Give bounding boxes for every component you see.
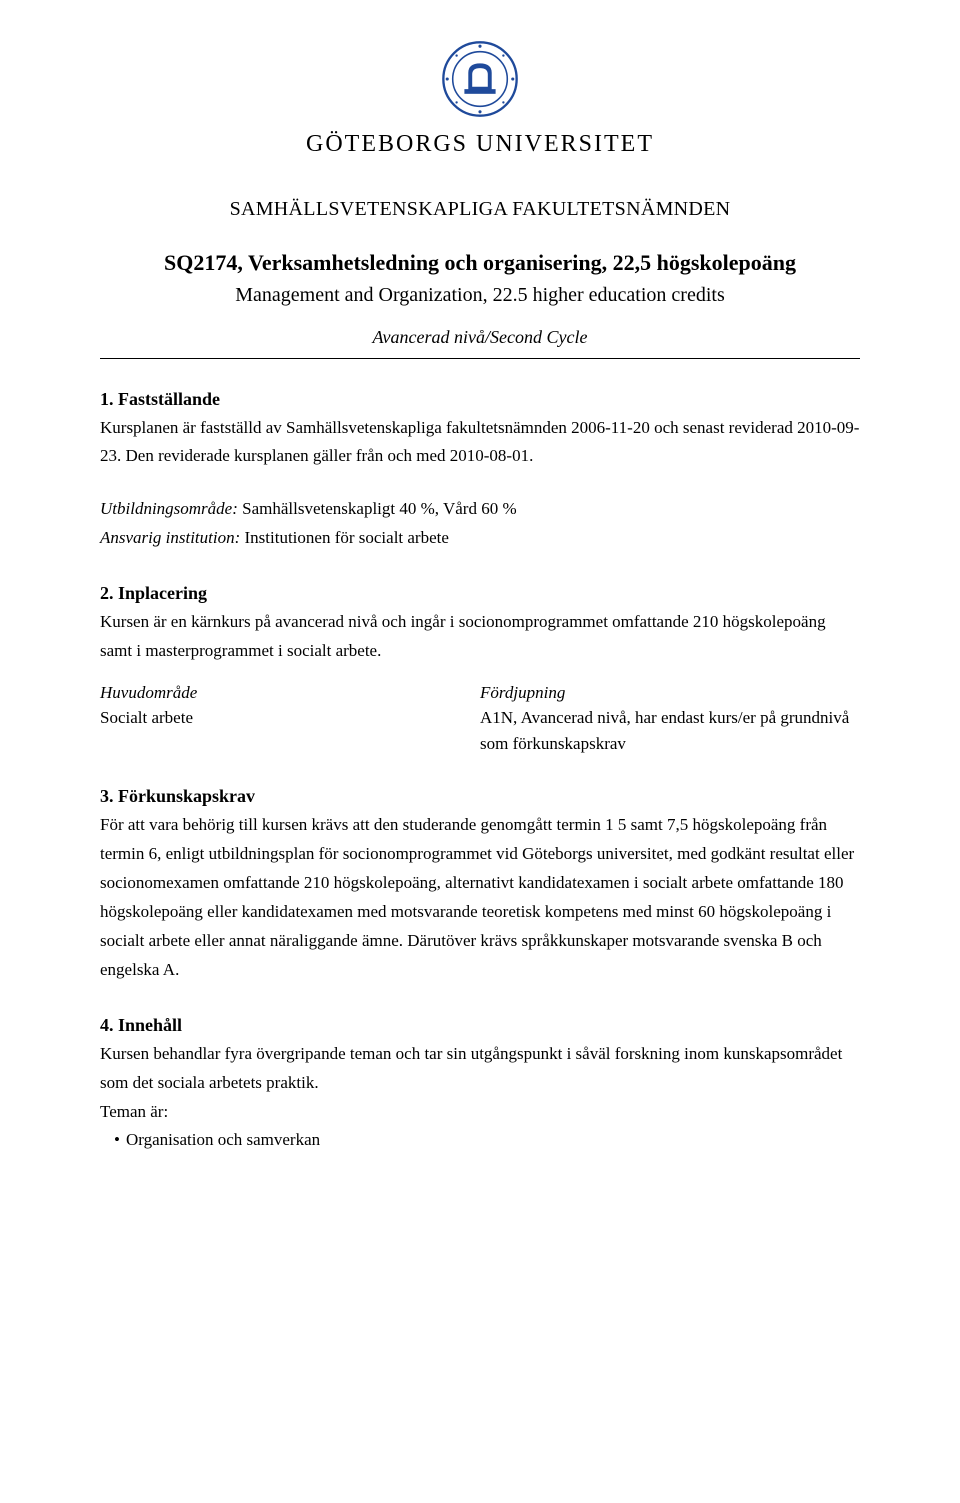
education-area-label: Utbildningsområde: (100, 499, 238, 518)
col-head-main-area: Huvudområde (100, 680, 480, 706)
bullet-item-1: • Organisation och samverkan (114, 1126, 860, 1155)
section-2-p1: Kursen är en kärnkurs på avancerad nivå … (100, 608, 860, 666)
section-4-p1: Kursen behandlar fyra övergripande teman… (100, 1040, 860, 1098)
section-3-body: För att vara behörig till kursen krävs a… (100, 811, 860, 984)
section-4-p2: Teman är: (100, 1098, 860, 1127)
divider (100, 358, 860, 359)
responsible-institution-value: Institutionen för socialt arbete (240, 528, 449, 547)
col-head-specialization: Fördjupning (480, 680, 860, 706)
section-4-body: Kursen behandlar fyra övergripande teman… (100, 1040, 860, 1127)
course-level: Avancerad nivå/Second Cycle (100, 327, 860, 348)
col-val-specialization: A1N, Avancerad nivå, har endast kurs/er … (480, 705, 860, 756)
section-3-p1: För att vara behörig till kursen krävs a… (100, 811, 860, 984)
section-heading-3: 3. Förkunskapskrav (100, 786, 860, 807)
course-title: SQ2174, Verksamhetsledning och organiser… (100, 249, 860, 278)
education-area-value: Samhällsvetenskapligt 40 %, Vård 60 % (238, 499, 517, 518)
document-page: GÖTEBORGS UNIVERSITET SAMHÄLLSVETENSKAPL… (0, 0, 960, 1215)
section-heading-1: 1. Fastställande (100, 389, 860, 410)
col-val-main-area: Socialt arbete (100, 705, 480, 731)
table-col-main-area: Huvudområde Socialt arbete (100, 680, 480, 757)
section-1-p1: Kursplanen är fastställd av Samhällsvete… (100, 414, 860, 472)
bullet-dot-icon: • (114, 1126, 120, 1155)
faculty-board: SAMHÄLLSVETENSKAPLIGA FAKULTETSNÄMNDEN (100, 198, 860, 221)
section-1-meta: Utbildningsområde: Samhällsvetenskapligt… (100, 495, 860, 553)
section-heading-4: 4. Innehåll (100, 1015, 860, 1036)
table-col-specialization: Fördjupning A1N, Avancerad nivå, har end… (480, 680, 860, 757)
section-1-body: Kursplanen är fastställd av Samhällsvete… (100, 414, 860, 472)
classification-table: Huvudområde Socialt arbete Fördjupning A… (100, 680, 860, 757)
university-name: GÖTEBORGS UNIVERSITET (100, 131, 860, 158)
section-heading-2: 2. Inplacering (100, 583, 860, 604)
course-subtitle: Management and Organization, 22.5 higher… (100, 284, 860, 307)
section-2-body: Kursen är en kärnkurs på avancerad nivå … (100, 608, 860, 666)
responsible-institution-label: Ansvarig institution: (100, 528, 240, 547)
letterhead: GÖTEBORGS UNIVERSITET (100, 40, 860, 158)
university-seal-icon (441, 40, 519, 118)
bullet-text-1: Organisation och samverkan (126, 1126, 320, 1155)
